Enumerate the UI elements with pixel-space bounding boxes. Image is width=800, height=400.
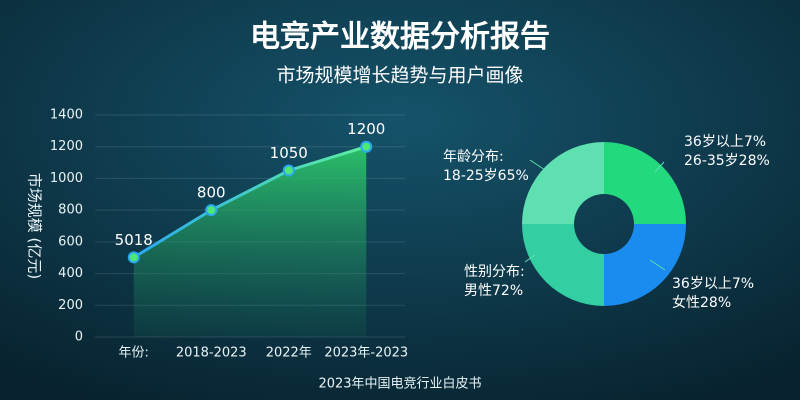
line bbox=[132, 145, 367, 259]
donut-segment bbox=[522, 142, 604, 224]
subtitle: 市场规模增长趋势与用户画像 bbox=[276, 65, 523, 87]
y-tick-label: 1000 bbox=[50, 171, 83, 186]
donut-segment bbox=[604, 142, 686, 224]
donut-annotation: 18-25岁65% bbox=[443, 168, 529, 184]
area bbox=[133, 146, 367, 337]
value-label: 1050 bbox=[270, 144, 308, 162]
title: 电竞产业数据分析报告 bbox=[250, 20, 550, 55]
donut-annotation: 年龄分布: bbox=[443, 149, 504, 165]
value-label: 1200 bbox=[347, 120, 385, 138]
leader-line bbox=[654, 161, 665, 173]
x-tick-label: 2018-2023 bbox=[176, 346, 247, 361]
x-tick-label: 2023年-2023 bbox=[324, 346, 408, 361]
y-tick-label: 600 bbox=[58, 234, 83, 249]
y-tick-label: 400 bbox=[58, 266, 83, 281]
donut-annotation: 36岁以上7% bbox=[672, 276, 754, 292]
donut-segment bbox=[604, 224, 686, 306]
leader-line bbox=[529, 159, 546, 171]
x-tick-label: 年份: bbox=[119, 346, 149, 361]
point bbox=[127, 251, 140, 264]
y-tick-label: 1200 bbox=[50, 139, 83, 154]
donut-segment bbox=[522, 224, 604, 306]
donut-annotation: 26-35岁28% bbox=[684, 153, 770, 169]
leader-line bbox=[649, 259, 666, 271]
donut-annotation: 36岁以上7% bbox=[684, 134, 766, 150]
leader-line bbox=[524, 254, 536, 263]
donut-annotation: 女性28% bbox=[672, 294, 731, 311]
point bbox=[282, 164, 295, 177]
point bbox=[360, 140, 373, 153]
y-tick-label: 800 bbox=[58, 203, 83, 218]
y-axis-label: 市场规模 (亿元) bbox=[26, 173, 44, 279]
point bbox=[205, 204, 218, 217]
y-tick-label: 1400 bbox=[50, 108, 83, 123]
donut-annotation: 性别分布: bbox=[464, 264, 525, 280]
value-label: 800 bbox=[197, 184, 226, 202]
value-label: 5018 bbox=[115, 231, 153, 249]
y-tick-label: 200 bbox=[58, 298, 83, 313]
x-tick-label: 2022年 bbox=[266, 346, 312, 361]
y-tick-label: 0 bbox=[75, 330, 83, 345]
footer: 2023年中国电竞行业白皮书 bbox=[318, 376, 481, 392]
donut-annotation: 男性72% bbox=[464, 283, 523, 299]
